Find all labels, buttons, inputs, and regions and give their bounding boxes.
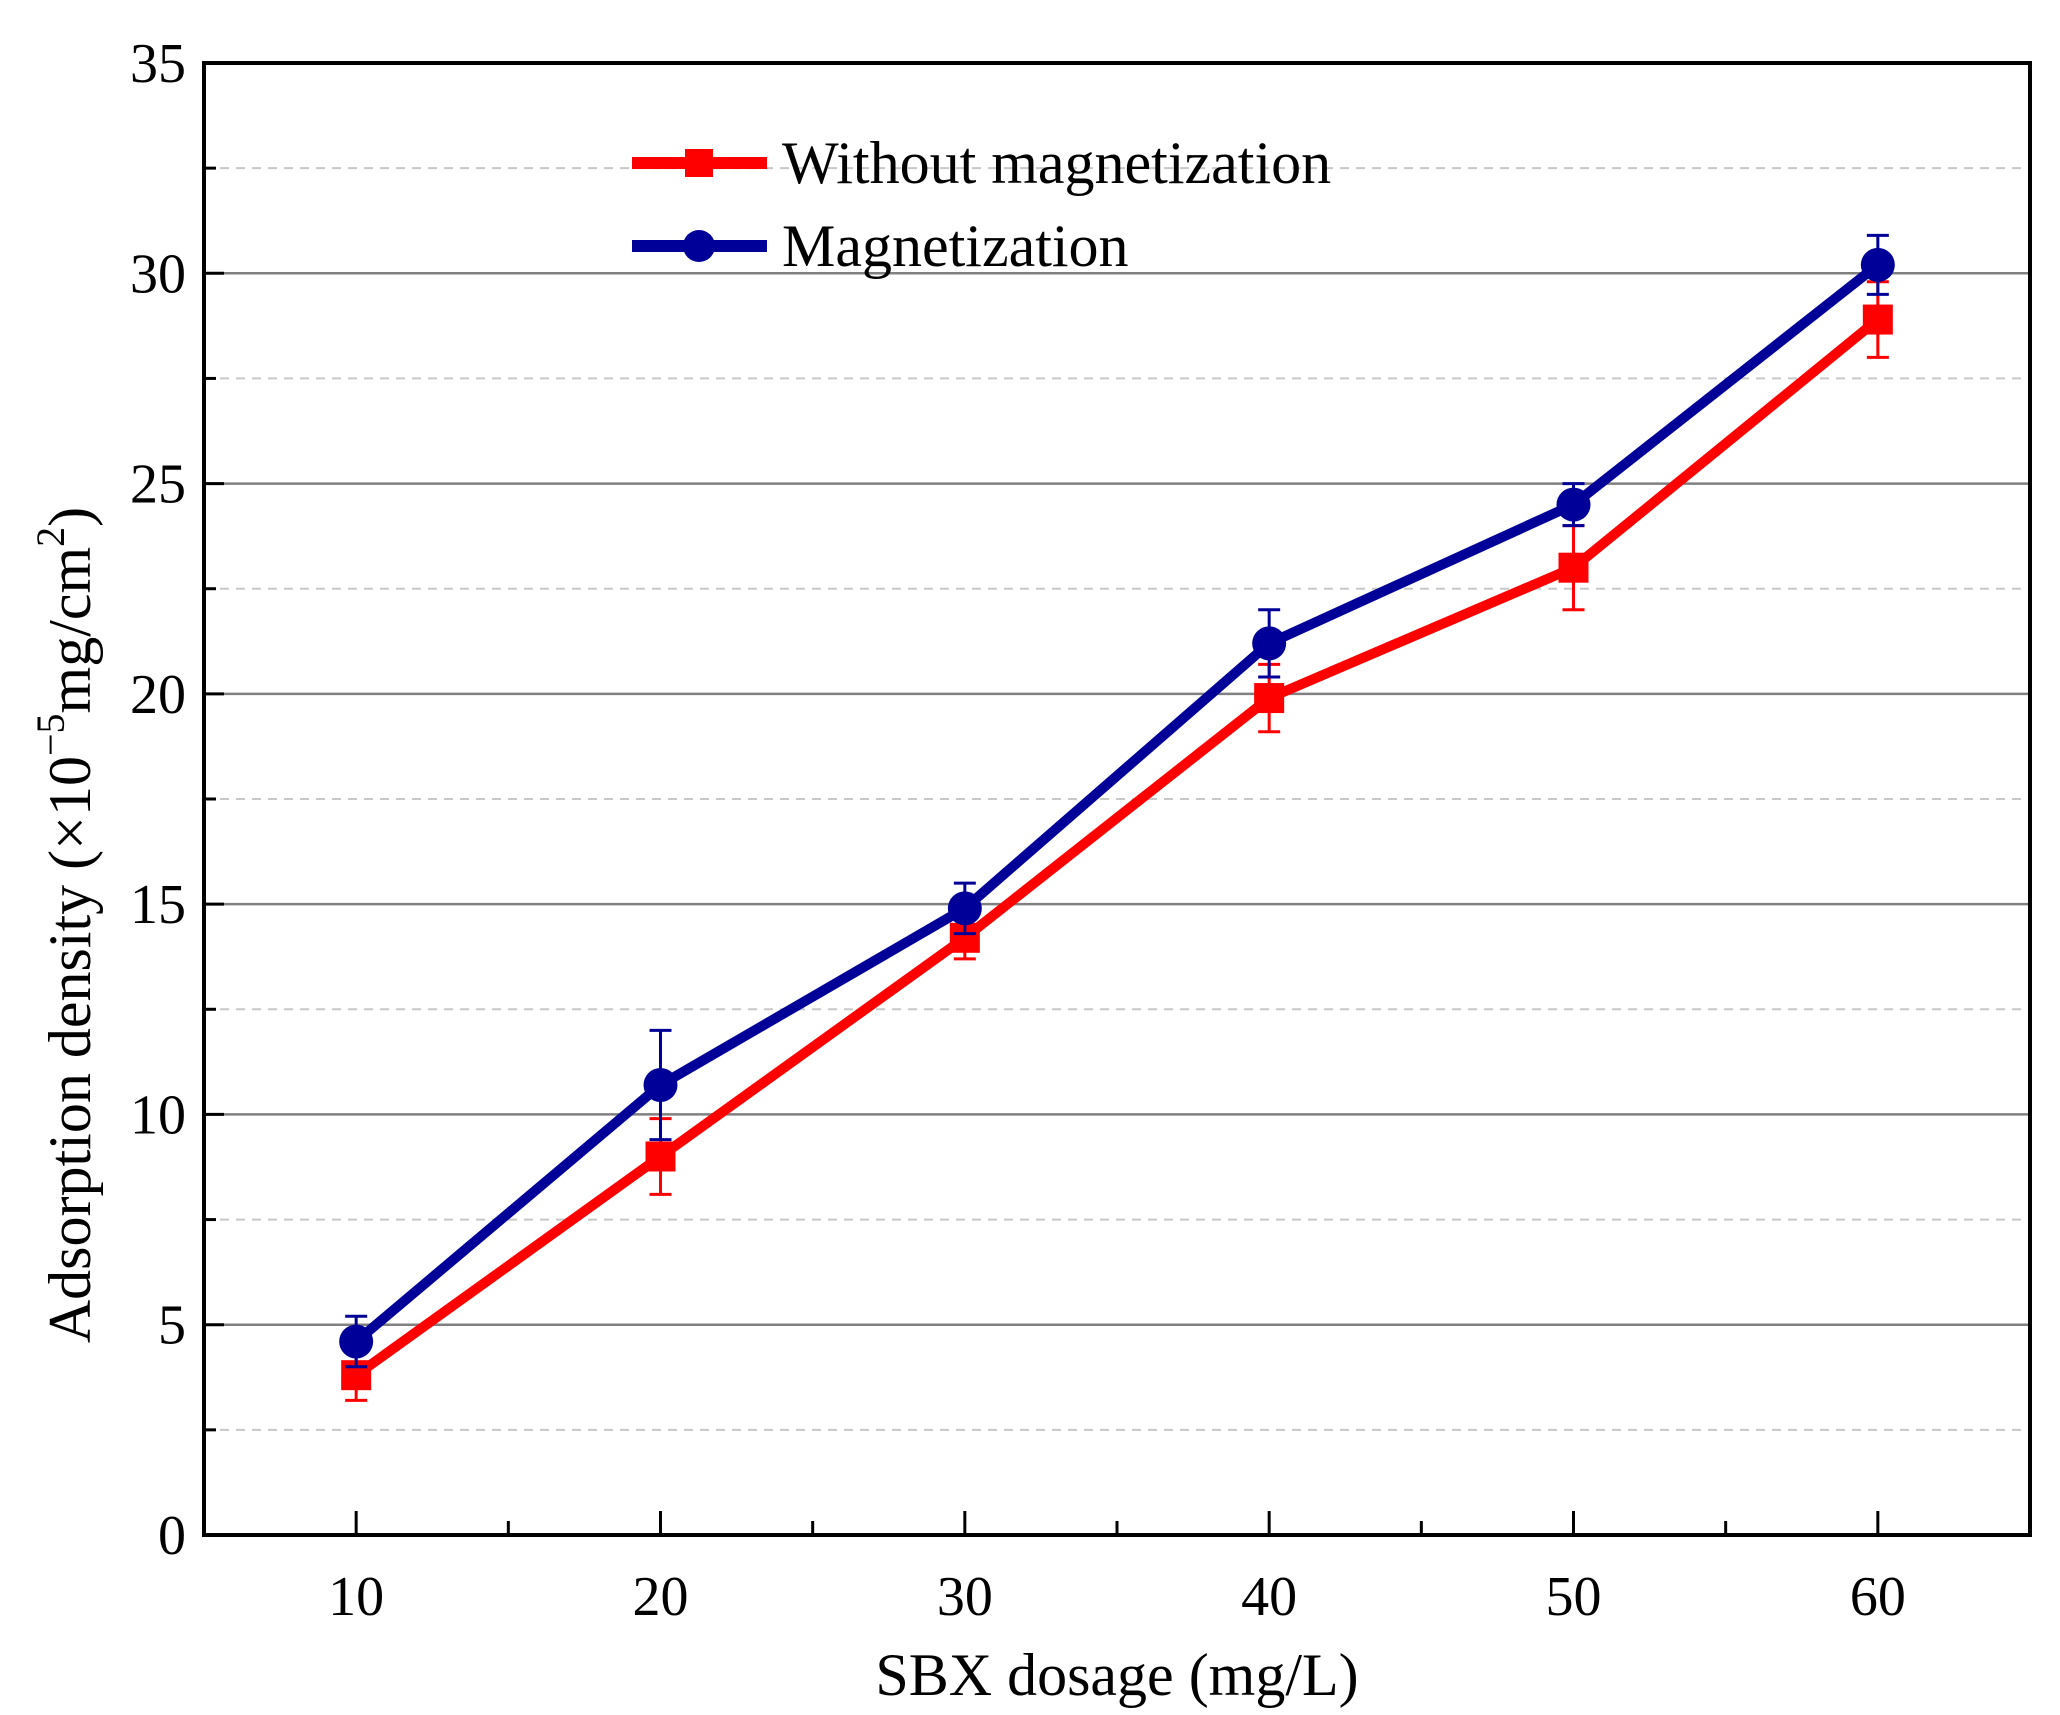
x-tick-label: 60	[1850, 1566, 1906, 1628]
legend-label-without-magnetization: Without magnetization	[782, 130, 1331, 196]
tick-labels: 0 5 10 15 20 25 30 35 10 20 30 40 50 60	[130, 33, 1906, 1628]
legend-label-magnetization: Magnetization	[782, 213, 1129, 279]
x-tick-label: 30	[937, 1566, 993, 1628]
x-tick-label: 40	[1241, 1566, 1297, 1628]
y-tick-label: 30	[130, 243, 186, 305]
data-point-circle	[1252, 626, 1287, 661]
x-tick-label: 20	[633, 1566, 689, 1628]
data-point-circle	[643, 1067, 678, 1102]
data-series	[339, 233, 1895, 1402]
data-point-square	[1558, 552, 1589, 583]
y-axis-title-exponent: −5	[28, 713, 73, 756]
legend-marker-magnetization	[683, 230, 715, 262]
y-tick-label: 15	[130, 874, 186, 936]
y-axis-title-suffix: )	[37, 507, 103, 527]
y-axis-title: Adsorption density (×10−5mg/cm2)	[28, 507, 103, 1343]
data-point-circle	[339, 1324, 374, 1359]
y-tick-label: 20	[130, 664, 186, 726]
data-point-square	[1862, 304, 1893, 335]
y-tick-label: 25	[130, 454, 186, 516]
data-point-circle	[1556, 487, 1591, 522]
y-axis-title-exponent2: 2	[28, 527, 73, 547]
y-tick-label: 35	[130, 33, 186, 95]
series-line	[353, 315, 1881, 1380]
x-tick-label: 10	[328, 1566, 384, 1628]
data-point-circle	[947, 891, 982, 926]
y-tick-label: 5	[158, 1295, 186, 1357]
data-point-square	[645, 1141, 676, 1172]
legend-marker-without-magnetization	[685, 149, 713, 177]
y-tick-label: 0	[158, 1505, 186, 1567]
x-axis-title: SBX dosage (mg/L)	[875, 1642, 1358, 1708]
data-point-square	[1254, 683, 1285, 714]
x-tick-label: 50	[1546, 1566, 1602, 1628]
y-tick-label: 10	[130, 1084, 186, 1146]
legend: Without magnetization Magnetization	[632, 130, 1331, 279]
data-point-circle	[1860, 247, 1895, 282]
y-axis-title-prefix: Adsorption density (×10	[37, 756, 103, 1343]
y-axis-title-unit: mg/cm	[37, 547, 103, 714]
series-line	[352, 260, 1881, 1346]
plot-frame	[202, 61, 2032, 1537]
series-magnetization	[339, 233, 1895, 1369]
